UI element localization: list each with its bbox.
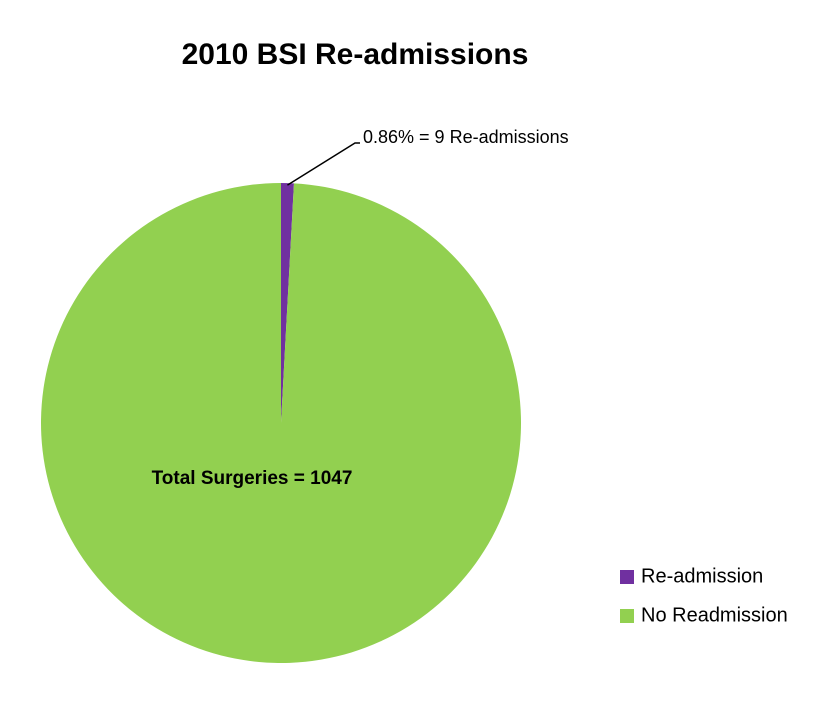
legend-swatch <box>620 609 634 623</box>
pie-slice <box>41 183 522 663</box>
annotation: Total Surgeries = 1047 <box>152 468 353 489</box>
legend-label: No Readmission <box>641 604 788 626</box>
data-label: 0.86% = 9 Re-admissions <box>363 127 569 147</box>
legend-swatch <box>620 570 634 584</box>
legend-label: Re-admission <box>641 565 763 587</box>
chart-title: 2010 BSI Re-admissions <box>182 38 529 71</box>
pie-slice <box>281 183 294 423</box>
leader-line <box>287 142 360 186</box>
